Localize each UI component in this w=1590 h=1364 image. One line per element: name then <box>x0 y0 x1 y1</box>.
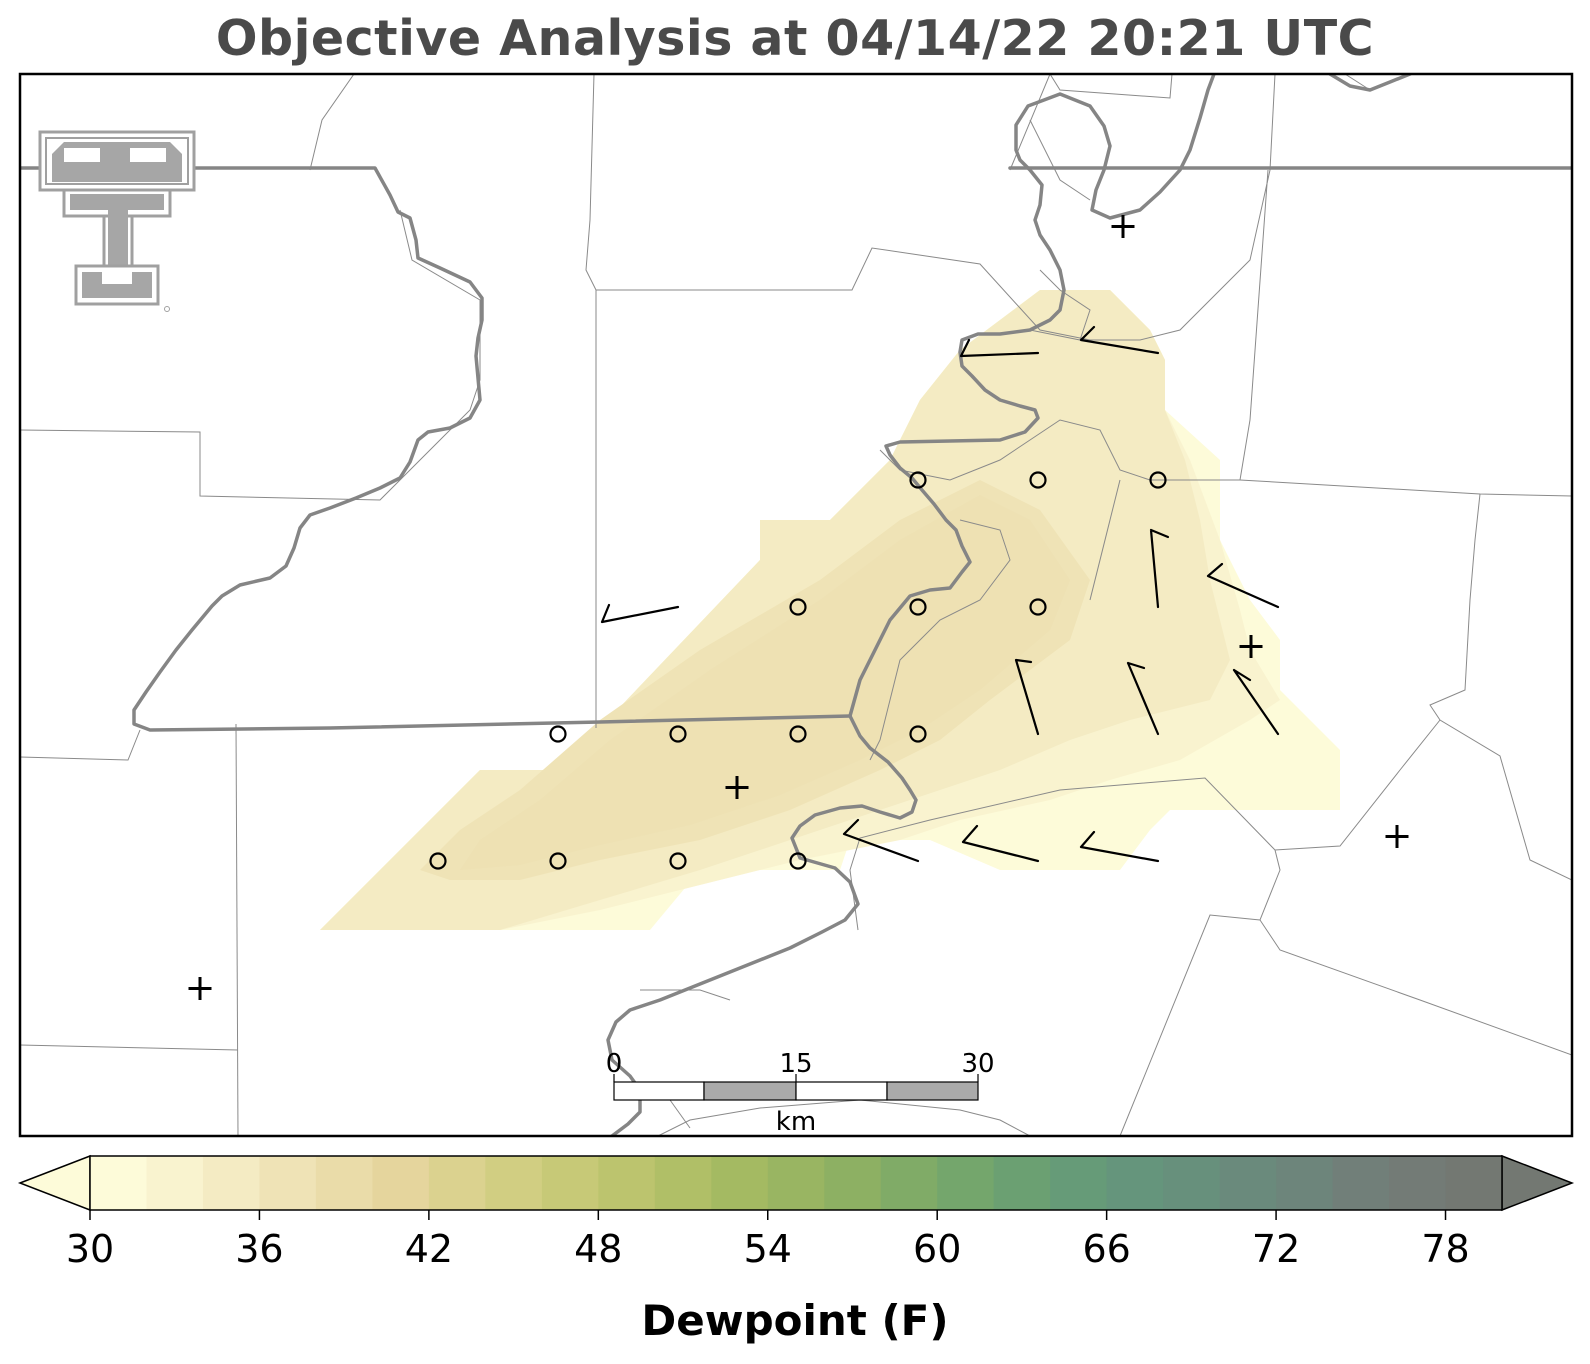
map-frame <box>18 72 1574 1138</box>
colorbar-segment <box>654 1156 712 1210</box>
station-calm <box>789 598 807 616</box>
scale-bar-label-0: 0 <box>606 1049 623 1079</box>
colorbar-tick-label: 30 <box>66 1227 114 1271</box>
page-title: Objective Analysis at 04/14/22 20:21 UTC <box>215 10 1375 67</box>
colorbar-tick-label: 36 <box>235 1227 283 1271</box>
colorbar-extend-high <box>1501 1154 1575 1212</box>
station-calm <box>789 852 807 870</box>
wind-barb <box>600 603 680 624</box>
colorbar-tick-label: 48 <box>574 1227 622 1271</box>
wind-barbs <box>600 325 1280 863</box>
colorbar-segment <box>372 1156 430 1210</box>
station-calm <box>789 725 807 743</box>
colorbar-tick-label: 42 <box>405 1227 453 1271</box>
wind-barb <box>1014 658 1040 736</box>
colorbar-tick-label: 60 <box>913 1227 961 1271</box>
wind-barb <box>1126 661 1160 736</box>
station-calm <box>1029 598 1047 616</box>
map-area <box>20 74 1572 1136</box>
colorbar-segment <box>1445 1156 1503 1210</box>
colorbar-segment <box>1163 1156 1221 1210</box>
station-calm <box>1029 471 1047 489</box>
wind-barb <box>1079 830 1160 863</box>
colorbar-segment <box>315 1156 373 1210</box>
colorbar-extend-low <box>17 1154 91 1212</box>
colorbar-segment <box>90 1156 148 1210</box>
colorbar-segment <box>259 1156 317 1210</box>
colorbar-segment <box>824 1156 882 1210</box>
station-calm <box>669 852 687 870</box>
colorbar-segment <box>598 1156 656 1210</box>
colorbar-segment <box>202 1156 261 1210</box>
station-calm <box>429 852 447 870</box>
station-missing <box>1239 635 1263 658</box>
scale-bar-unit: km <box>776 1107 816 1137</box>
wind-barb <box>842 818 920 863</box>
station-calm <box>909 471 927 489</box>
station-calm <box>549 725 567 743</box>
colorbar-segment <box>1276 1156 1334 1210</box>
station-calm <box>909 598 927 616</box>
colorbar-segment <box>428 1156 486 1210</box>
wind-barb <box>961 824 1040 863</box>
colorbar-segment <box>1050 1156 1108 1210</box>
wind-barb <box>1206 562 1280 609</box>
station-missing <box>1111 215 1135 238</box>
dewpoint-field <box>320 290 1340 930</box>
scale-bar-label-15: 15 <box>779 1049 812 1079</box>
colorbar-segment <box>767 1156 825 1210</box>
wind-barb <box>1232 668 1280 736</box>
wind-barb <box>1079 325 1160 355</box>
colorbar-segment <box>993 1156 1051 1210</box>
station-calm <box>549 852 567 870</box>
texas-tech-logo <box>38 130 196 312</box>
scale-bar: 0 15 30 km <box>606 1049 995 1137</box>
state-boundaries <box>20 74 1572 1136</box>
colorbar-segment <box>146 1156 204 1210</box>
colorbar-segments <box>90 1156 1503 1210</box>
wind-barb <box>1149 528 1170 609</box>
county-boundaries <box>20 74 1572 1136</box>
colorbar-segment <box>541 1156 599 1210</box>
colorbar-segment <box>937 1156 995 1210</box>
colorbar-segment <box>485 1156 543 1210</box>
colorbar-outline <box>89 1155 1503 1211</box>
dewpoint-band-38-40 <box>460 495 1070 870</box>
colorbar-ticks: 30 36 42 48 54 60 66 72 78 <box>66 1210 1470 1271</box>
colorbar-tick-label: 66 <box>1082 1227 1130 1271</box>
colorbar-segment <box>1389 1156 1447 1210</box>
colorbar-tick-label: 78 <box>1421 1227 1469 1271</box>
station-calm <box>669 725 687 743</box>
calm-stations <box>429 471 1167 870</box>
colorbar-segment <box>711 1156 769 1210</box>
colorbar-segment <box>880 1156 938 1210</box>
colorbar-tick-label: 54 <box>744 1227 792 1271</box>
colorbar-segment <box>1219 1156 1277 1210</box>
colorbar-tick-label: 72 <box>1252 1227 1300 1271</box>
station-calm <box>1149 471 1167 489</box>
colorbar: 30 36 42 48 54 60 66 72 78 <box>17 1154 1575 1271</box>
scale-bar-label-30: 30 <box>961 1049 994 1079</box>
wind-barb <box>959 338 1040 358</box>
station-missing <box>188 977 212 1000</box>
colorbar-segment <box>1106 1156 1164 1210</box>
missing-stations <box>188 215 1409 1000</box>
station-missing <box>1385 825 1409 848</box>
station-missing <box>725 776 749 799</box>
station-calm <box>909 725 927 743</box>
colorbar-segment <box>1332 1156 1390 1210</box>
colorbar-label: Dewpoint (F) <box>641 1296 949 1345</box>
